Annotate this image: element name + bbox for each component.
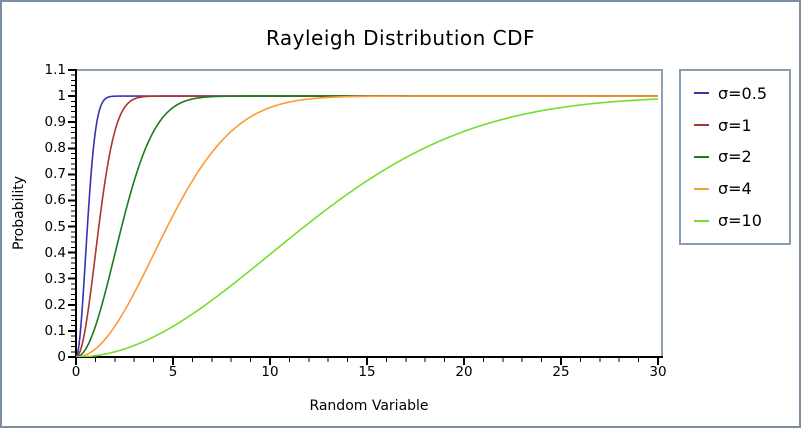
- curves-group: [76, 95, 659, 357]
- legend-label: σ=1: [718, 115, 752, 135]
- legend-label: σ=10: [718, 211, 762, 231]
- curve-sigma-0.5: [76, 95, 658, 357]
- curve-sigma-4: [76, 95, 658, 357]
- legend-item-sigma-1: σ=1: [694, 116, 789, 135]
- legend-label: σ=0.5: [718, 83, 767, 103]
- curve-sigma-10: [76, 98, 659, 357]
- legend-item-sigma-10: σ=10: [694, 211, 789, 230]
- legend-swatch: [694, 187, 709, 190]
- curve-sigma-1: [76, 95, 658, 357]
- curve-sigma-2: [76, 95, 658, 357]
- legend-swatch: [694, 219, 709, 222]
- legend-label: σ=2: [718, 147, 752, 167]
- chart-title: Rayleigh Distribution CDF: [265, 26, 536, 50]
- y-axis-label: Probability: [11, 175, 27, 251]
- legend-item-sigma-0.5: σ=0.5: [694, 84, 789, 103]
- legend: σ=0.5 σ=1 σ=2 σ=4 σ=10: [679, 69, 791, 245]
- legend-item-sigma-4: σ=4: [694, 179, 789, 198]
- legend-swatch: [694, 92, 709, 95]
- legend-label: σ=4: [718, 179, 752, 199]
- legend-swatch: [694, 155, 709, 158]
- legend-swatch: [694, 124, 709, 127]
- x-axis-label: Random Variable: [309, 398, 429, 414]
- legend-item-sigma-2: σ=2: [694, 147, 789, 166]
